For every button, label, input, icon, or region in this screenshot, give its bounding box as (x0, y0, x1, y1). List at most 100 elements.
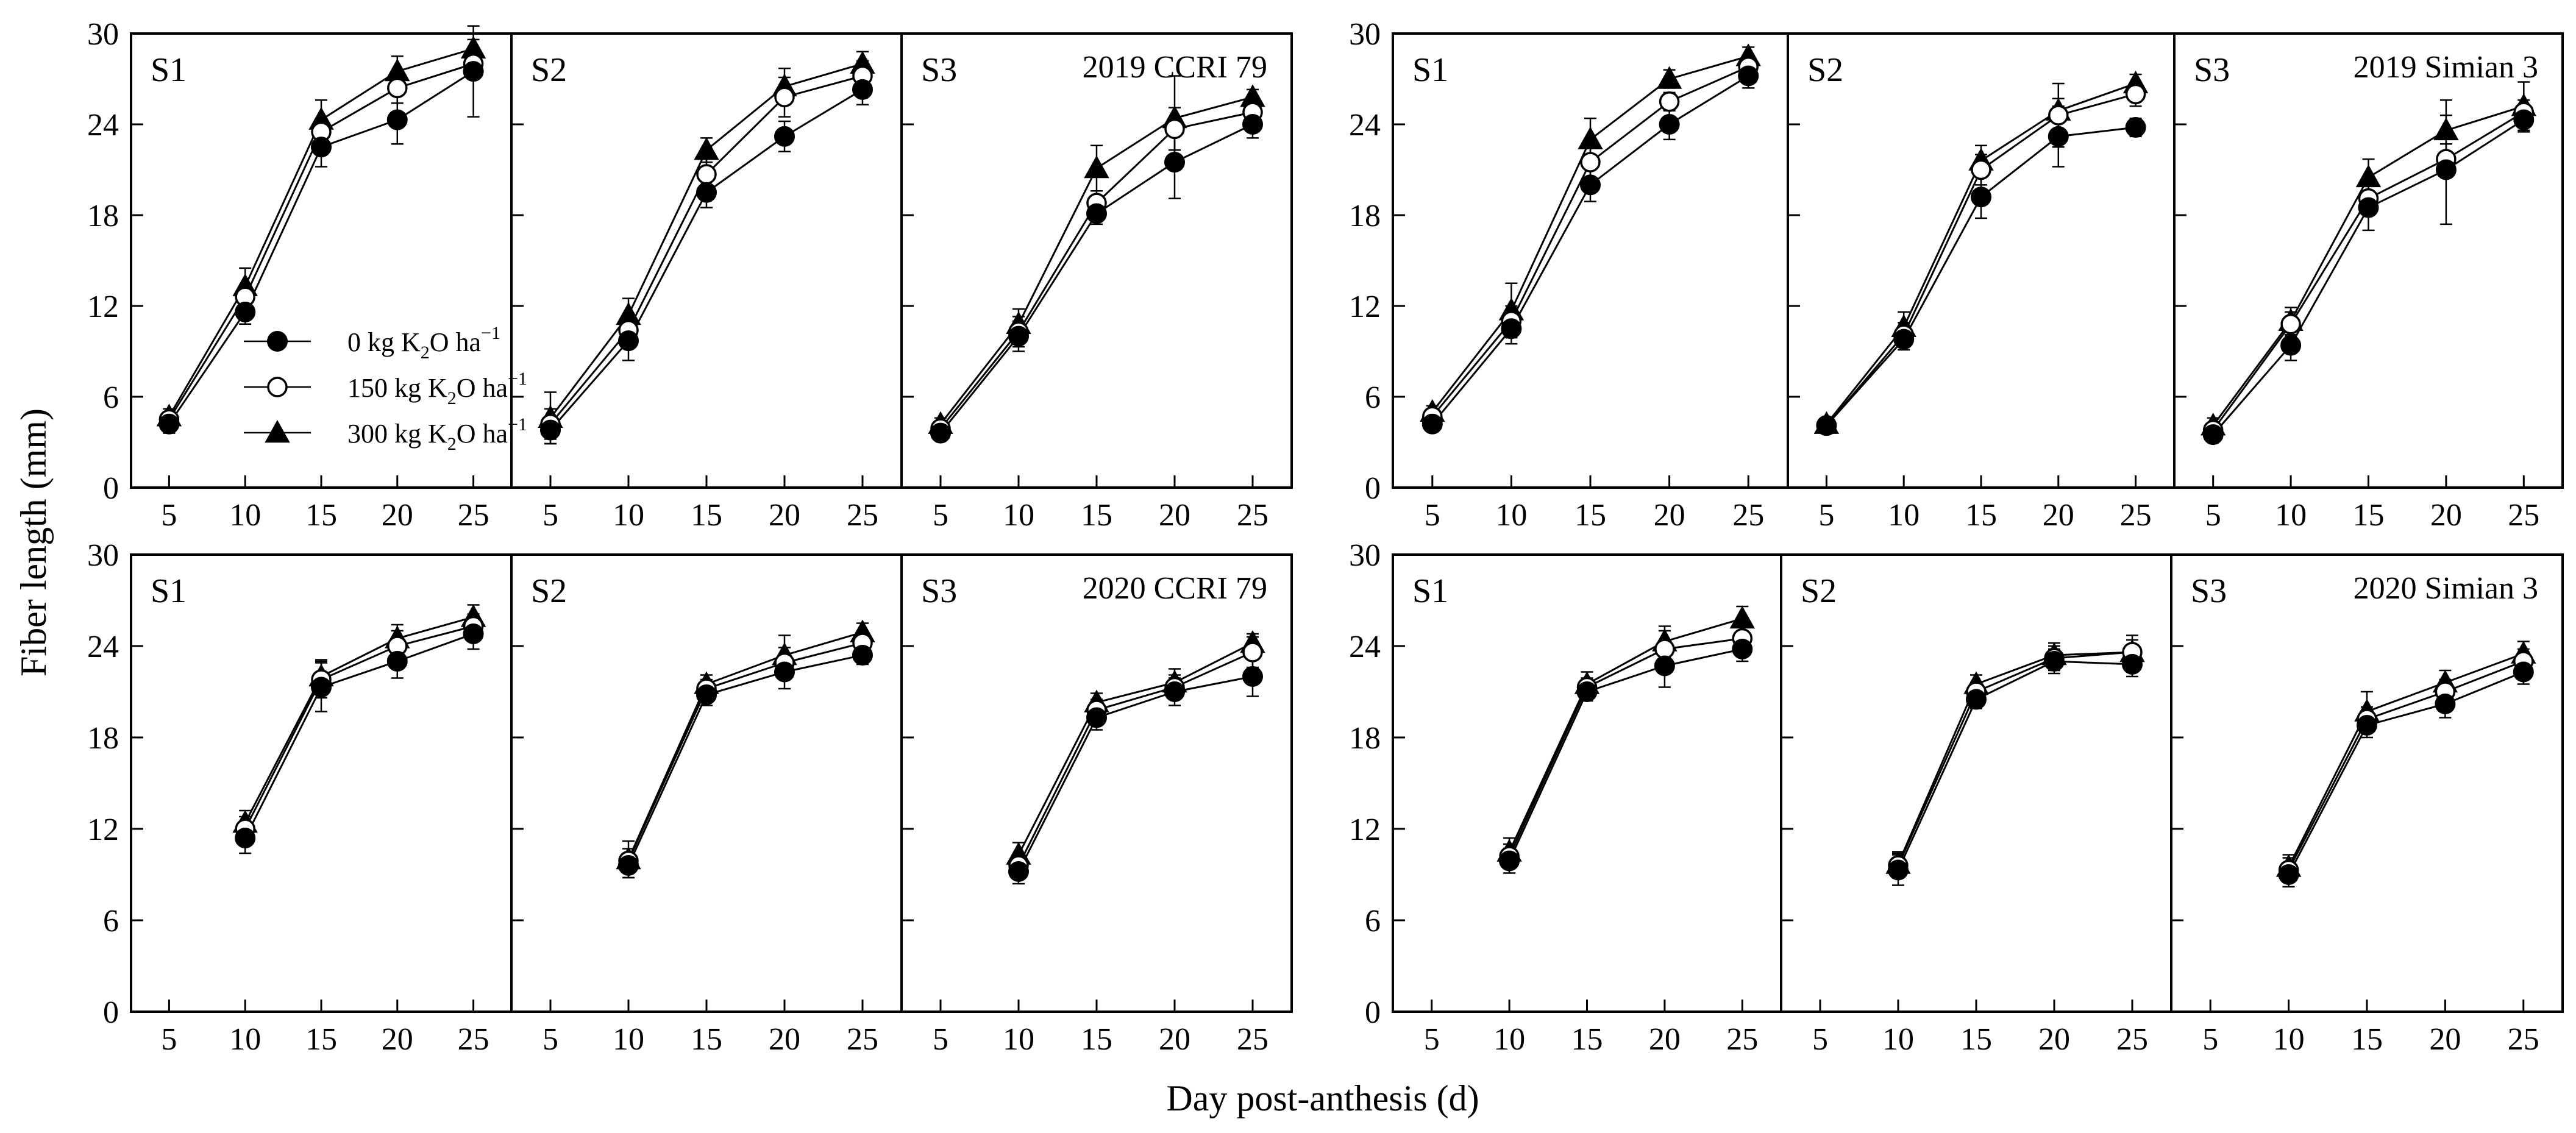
y-tick-label: 24 (1349, 108, 1381, 143)
marker-k0 (2278, 864, 2299, 885)
y-tick-label: 18 (87, 199, 119, 233)
y-tick-label: 0 (1365, 995, 1381, 1030)
marker-k300 (1729, 605, 1755, 629)
marker-k150 (2280, 314, 2301, 335)
marker-k0 (2513, 109, 2535, 130)
x-tick-label: 10 (1495, 498, 1527, 533)
marker-k150 (1164, 118, 1185, 140)
y-tick-label: 12 (1349, 289, 1381, 324)
x-tick-label: 10 (1882, 1022, 1914, 1057)
x-tick-label: 10 (229, 498, 261, 533)
marker-k0 (774, 661, 795, 683)
panel-label: S2 (1801, 572, 1837, 610)
y-tick-label: 30 (87, 17, 119, 52)
marker-k0 (2435, 694, 2456, 714)
x-tick-label: 25 (1732, 498, 1764, 533)
marker-k0 (540, 419, 561, 441)
x-tick-label: 20 (1654, 498, 1685, 533)
marker-k0 (463, 61, 484, 82)
x-tick-label: 20 (2038, 1022, 2070, 1057)
panel-label: S1 (151, 572, 187, 610)
panel-group-frame (130, 553, 1293, 1013)
series-line-k300 (1017, 642, 1253, 856)
panel-label: S2 (531, 572, 567, 610)
panel-label: S3 (2191, 572, 2227, 610)
marker-k300 (2433, 117, 2459, 141)
x-tick-label: 15 (1574, 498, 1606, 533)
marker-k0 (2125, 116, 2146, 138)
marker-k0 (2435, 159, 2457, 180)
marker-k0 (1008, 325, 1029, 347)
panel-2020-ccri-79-s2: 5 10 15 20 25 S2 (510, 555, 878, 1057)
panel-label: S2 (1807, 51, 1843, 89)
marker-k0 (618, 330, 639, 352)
marker-k0 (1738, 65, 1759, 87)
marker-k0 (930, 422, 951, 444)
marker-k300 (265, 419, 290, 443)
y-axis-label: Fiber length (mm) (13, 408, 54, 677)
panel-2019-simian-3-s2: 5 10 15 20 25 S2 (1787, 34, 2152, 533)
marker-k0 (267, 331, 288, 352)
y-tick-label: 12 (87, 812, 119, 847)
marker-k300 (1084, 155, 1109, 179)
marker-k0 (1893, 329, 1915, 350)
x-tick-label: 25 (1237, 498, 1268, 533)
marker-k0 (1164, 681, 1185, 702)
marker-k0 (1086, 707, 1107, 728)
panel-title: 2019 CCRI 79 (1083, 50, 1267, 85)
x-tick-label: 20 (1159, 498, 1190, 533)
panel-label: S1 (1412, 51, 1448, 89)
panel-group-frame (130, 32, 1293, 489)
x-tick-label: 25 (2508, 498, 2539, 533)
marker-k0 (386, 651, 408, 672)
series-line-k0 (244, 633, 474, 839)
series-line-k150 (244, 625, 474, 829)
x-tick-label: 20 (382, 1022, 413, 1057)
x-tick-label: 10 (2275, 498, 2307, 533)
marker-k0 (386, 109, 408, 130)
series-line-k150 (2288, 660, 2524, 871)
x-tick-label: 20 (769, 1022, 800, 1057)
legend-label: 150 kg K2O ha−1 (347, 369, 527, 408)
x-tick-label: 25 (1726, 1022, 1758, 1057)
x-tick-label: 20 (1649, 1022, 1681, 1057)
marker-k0 (1421, 413, 1443, 435)
y-tick-label: 12 (87, 289, 119, 324)
panel-label: S1 (151, 51, 187, 89)
x-tick-label: 20 (382, 498, 413, 533)
x-tick-label: 10 (1003, 1022, 1034, 1057)
x-tick-label: 15 (2353, 498, 2385, 533)
marker-k300 (1578, 126, 1603, 150)
y-tick-label: 30 (1349, 538, 1381, 573)
x-tick-label: 5 (1812, 1022, 1828, 1057)
x-tick-label: 25 (847, 1022, 878, 1057)
panel-group-2: 0 6 12 18 24 30 5 10 15 20 25 S1 5 10 15 20 25 S2 5 10 15 20 2… (1349, 17, 2564, 533)
panel-2019-ccri-79-s3: 5 10 15 20 25 S3 2019 CCRI 79 (900, 34, 1268, 533)
marker-k0 (1971, 186, 1991, 208)
marker-k300 (1656, 66, 1682, 89)
marker-k150 (1242, 642, 1263, 662)
y-tick-label: 18 (1349, 199, 1381, 233)
y-tick-label: 24 (1349, 630, 1381, 664)
marker-k300 (694, 137, 719, 160)
y-tick-label: 0 (103, 471, 119, 506)
x-tick-label: 10 (613, 498, 644, 533)
y-tick-label: 30 (87, 538, 119, 573)
panel-2020-ccri-79-s3: 5 10 15 20 25 S3 2020 CCRI 79 (900, 555, 1268, 1057)
y-tick-label: 6 (1365, 904, 1381, 939)
x-tick-label: 10 (1003, 498, 1034, 533)
panel-title: 2020 Simian 3 (2354, 571, 2538, 606)
x-tick-label: 5 (161, 498, 177, 533)
x-tick-label: 15 (1960, 1022, 1992, 1057)
x-tick-label: 10 (229, 1022, 261, 1057)
x-tick-label: 5 (933, 498, 948, 533)
series-line-k300 (627, 631, 863, 860)
x-tick-label: 25 (458, 498, 489, 533)
x-tick-label: 10 (2273, 1022, 2305, 1057)
marker-k0 (158, 413, 180, 435)
series-line-k150 (1017, 651, 1253, 866)
legend-entry-k0: 0 kg K2O ha−1 (244, 323, 500, 363)
marker-k150 (1659, 91, 1680, 112)
marker-k150 (2048, 105, 2069, 126)
panel-title: 2020 CCRI 79 (1083, 571, 1267, 606)
